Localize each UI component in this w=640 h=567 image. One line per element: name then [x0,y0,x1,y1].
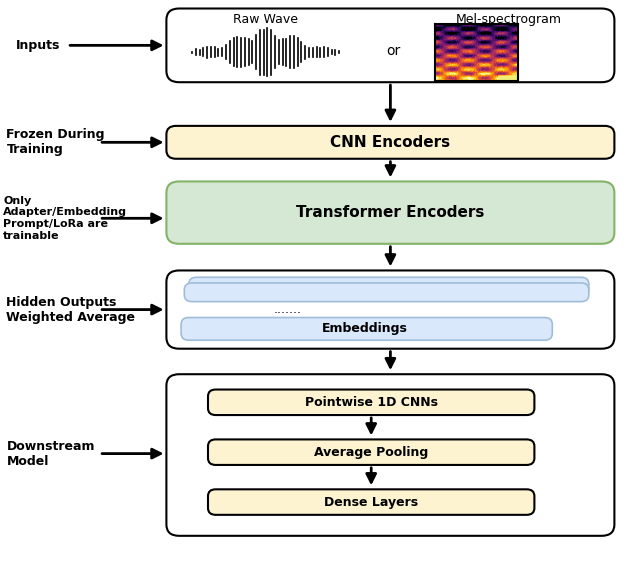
FancyBboxPatch shape [181,318,552,340]
Text: Average Pooling: Average Pooling [314,446,428,459]
Text: Downstream
Model: Downstream Model [6,439,95,468]
Text: Frozen During
Training: Frozen During Training [6,128,105,156]
Text: Pointwise 1D CNNs: Pointwise 1D CNNs [305,396,438,409]
Text: Embeddings: Embeddings [322,323,408,335]
Text: .......: ....... [274,303,302,315]
Text: Hidden Outputs
Weighted Average: Hidden Outputs Weighted Average [6,295,136,324]
FancyBboxPatch shape [208,390,534,415]
FancyBboxPatch shape [189,277,589,296]
Text: CNN Encoders: CNN Encoders [330,135,451,150]
FancyBboxPatch shape [166,126,614,159]
FancyBboxPatch shape [166,270,614,349]
Text: Transformer Encoders: Transformer Encoders [296,205,484,220]
FancyBboxPatch shape [208,489,534,515]
FancyBboxPatch shape [166,9,614,82]
Text: Only
Adapter/Embedding
Prompt/LoRa are
trainable: Only Adapter/Embedding Prompt/LoRa are t… [3,196,127,241]
FancyBboxPatch shape [184,283,589,302]
Text: Mel-spectrogram: Mel-spectrogram [456,14,562,26]
FancyBboxPatch shape [166,374,614,536]
Text: Inputs: Inputs [16,39,60,52]
Text: Raw Wave: Raw Wave [233,14,298,26]
Text: Dense Layers: Dense Layers [324,496,419,509]
Text: or: or [387,44,401,58]
FancyBboxPatch shape [166,181,614,244]
FancyBboxPatch shape [208,439,534,465]
